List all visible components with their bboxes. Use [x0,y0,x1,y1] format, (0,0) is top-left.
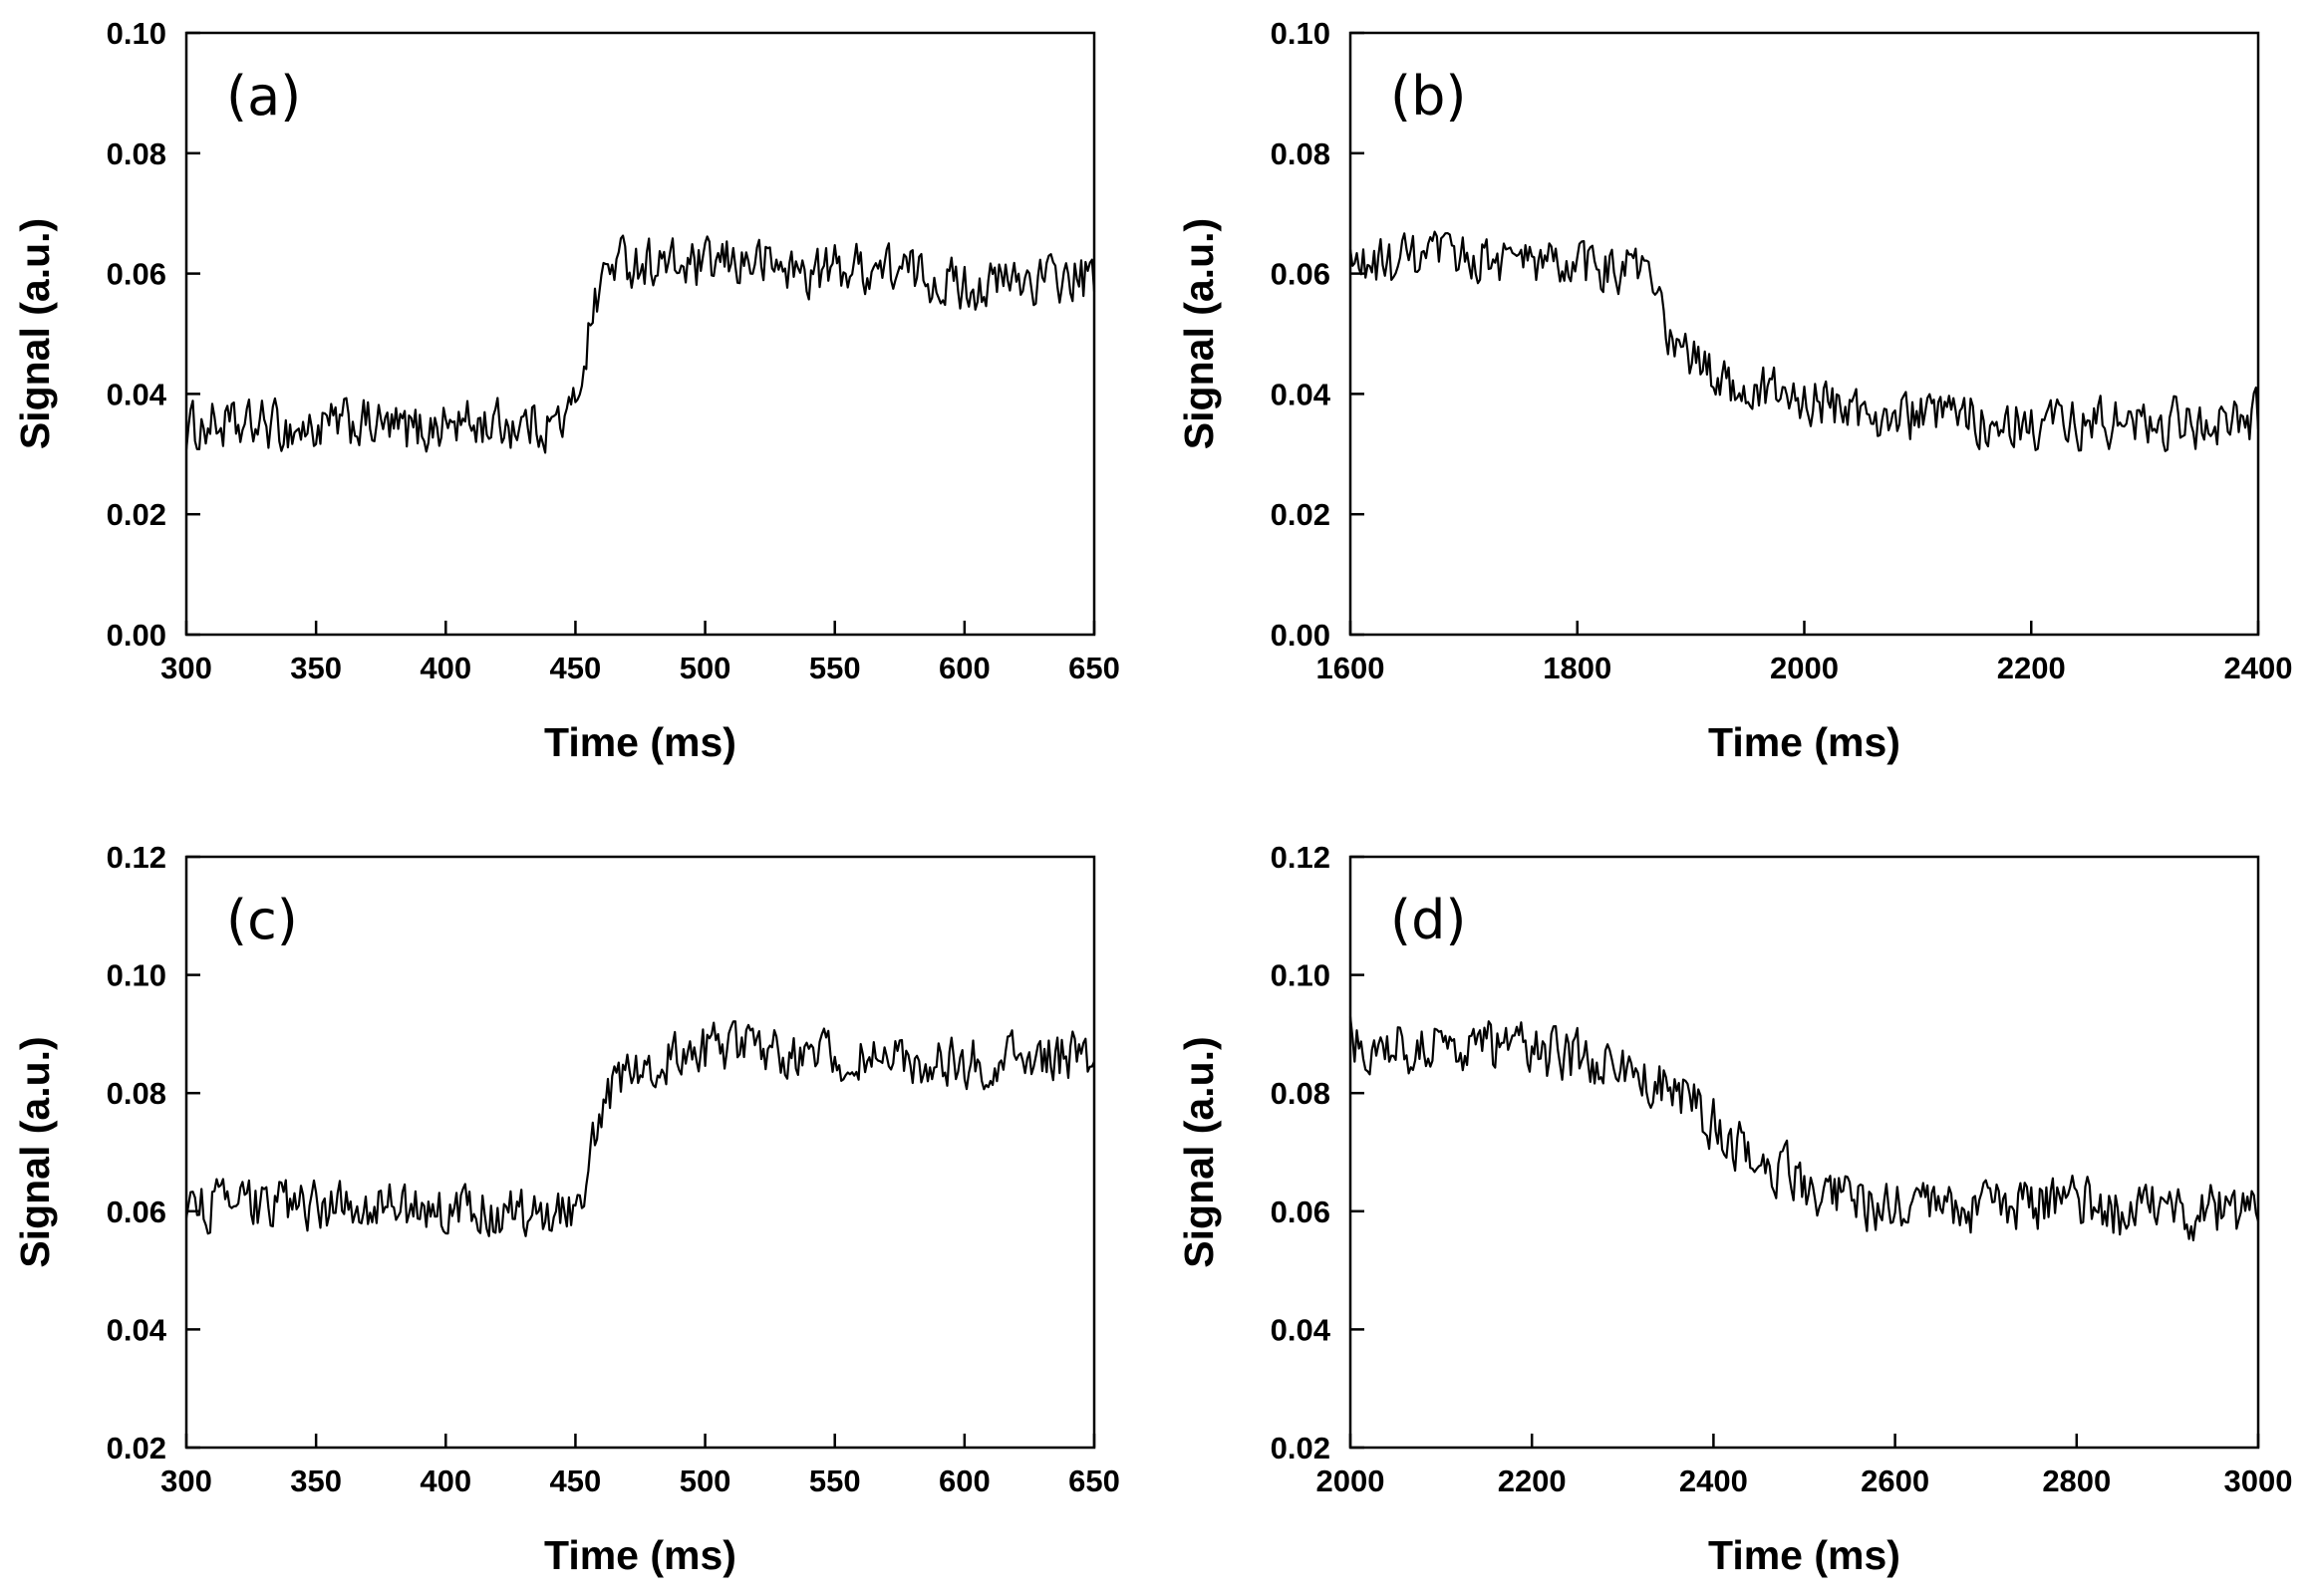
x-tick-label: 300 [160,1463,212,1498]
plot-frame [184,855,1096,1450]
series-line-d [1348,1016,2260,1242]
y-tick-label: 0.00 [107,618,166,653]
x-tick-label: 450 [550,1463,602,1498]
y-tick-label: 0.04 [107,377,167,411]
y-axis-title: Signal (a.u.) [12,1036,58,1267]
x-tick-label: 1800 [1543,651,1611,685]
panel-label: (b) [1390,65,1466,128]
y-tick-label: 0.08 [107,1076,166,1111]
y-tick-label: 0.02 [1271,1431,1330,1465]
x-tick-label: 300 [160,651,212,685]
y-tick-label: 0.08 [1271,136,1330,171]
x-tick-label: 2400 [1679,1463,1748,1498]
y-tick-label: 0.02 [107,497,166,532]
x-tick-label: 2200 [1997,651,2066,685]
y-tick-label: 0.10 [107,958,166,993]
x-tick-label: 450 [550,651,602,685]
x-axis-title: Time (ms) [544,1532,736,1578]
y-axis-title: Signal (a.u.) [1176,218,1222,449]
y-tick-label: 0.06 [107,1195,166,1229]
panel-label: (c) [226,889,298,951]
series-line-b [1348,230,2260,452]
y-tick-label: 0.06 [1271,257,1330,292]
x-tick-label: 350 [290,651,342,685]
x-tick-label: 2400 [2224,651,2293,685]
y-tick-label: 0.10 [1271,958,1330,993]
x-tick-label: 550 [809,1463,861,1498]
x-tick-label: 650 [1068,1463,1120,1498]
plot-frame [1348,855,2260,1450]
y-tick-label: 0.04 [107,1312,167,1347]
x-tick-label: 2200 [1498,1463,1567,1498]
x-tick-label: 550 [809,651,861,685]
plot-frame [1348,31,2260,637]
x-tick-label: 400 [420,1463,471,1498]
series-line-c [184,1020,1096,1237]
y-tick-label: 0.10 [107,16,166,51]
x-axis-title: Time (ms) [1708,1532,1900,1578]
x-tick-label: 3000 [2224,1463,2293,1498]
y-tick-label: 0.12 [1271,840,1330,875]
x-tick-label: 2800 [2042,1463,2111,1498]
y-tick-label: 0.02 [1271,497,1330,532]
series-line-a [184,234,1096,454]
panel-a: 300 350 400 450 500 550 600 650 0.00 0.02 0.04 0.06… [12,16,1120,765]
x-tick-label: 2000 [1316,1463,1385,1498]
panel-label: (d) [1390,889,1466,951]
y-tick-label: 0.04 [1271,1312,1331,1347]
x-tick-label: 1600 [1316,651,1385,685]
x-tick-label: 400 [420,651,471,685]
x-tick-label: 500 [680,1463,731,1498]
plot-frame [184,31,1096,637]
y-tick-label: 0.10 [1271,16,1330,51]
y-tick-label: 0.08 [107,136,166,171]
x-axis-title: Time (ms) [544,719,736,765]
x-tick-label: 2000 [1770,651,1839,685]
panel-c: 300 350 400 450 500 550 600 650 0.02 0.04 0.06 0.08… [12,840,1120,1578]
y-tick-label: 0.00 [1271,618,1330,653]
y-tick-label: 0.02 [107,1431,166,1465]
panel-b: 1600 1800 2000 2200 2400 0.00 0.02 0.04 0.06 0.08… [1176,16,2292,765]
y-tick-label: 0.08 [1271,1076,1330,1111]
y-tick-label: 0.12 [107,840,166,875]
y-tick-label: 0.06 [1271,1195,1330,1229]
x-tick-label: 600 [939,651,991,685]
x-tick-label: 500 [680,651,731,685]
x-tick-label: 2600 [1861,1463,1929,1498]
panel-label: (a) [226,65,301,128]
panel-d: 2000 2200 2400 2600 2800 3000 0.02 0.04 0.06 0.08… [1176,840,2292,1578]
y-tick-label: 0.04 [1271,377,1331,411]
x-tick-label: 650 [1068,651,1120,685]
x-tick-label: 600 [939,1463,991,1498]
y-axis-title: Signal (a.u.) [1176,1036,1222,1267]
x-axis-title: Time (ms) [1708,719,1900,765]
y-tick-label: 0.06 [107,257,166,292]
x-tick-label: 350 [290,1463,342,1498]
y-axis-title: Signal (a.u.) [12,218,58,449]
